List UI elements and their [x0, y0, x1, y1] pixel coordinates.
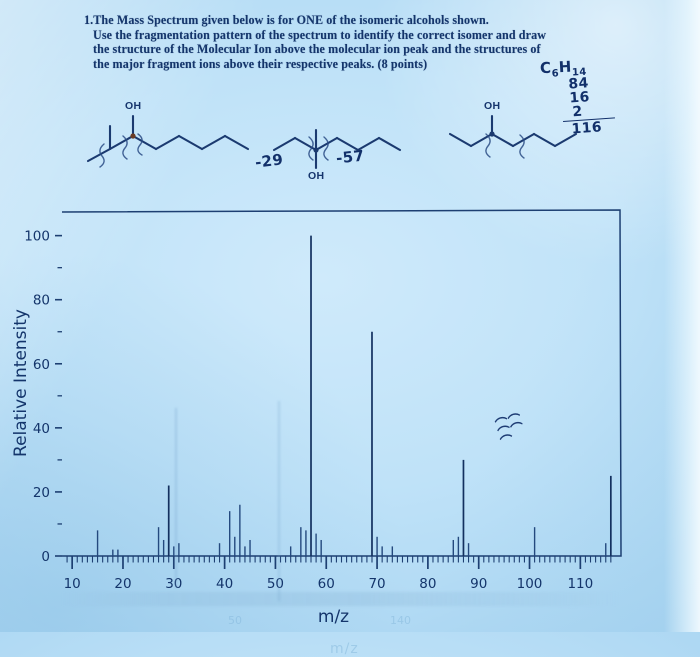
- x-tick-label: 100: [517, 576, 543, 592]
- x-tick-label: 70: [368, 576, 385, 592]
- y-tick-label: 60: [33, 357, 50, 373]
- structure-3: OH: [448, 100, 648, 170]
- y-tick-label: 0: [41, 549, 50, 565]
- x-tick-label: 80: [419, 576, 436, 592]
- ghost-text-mz: m/z: [330, 641, 359, 657]
- x-tick-label: 30: [165, 576, 182, 592]
- chart-canvas: 0 20 40 60 80 100 10 20 30 40 50 60 70 80 90 100 110 m/z R…: [11, 209, 622, 627]
- x-tick-label: 60: [318, 576, 335, 592]
- x-tick-label: 110: [567, 576, 593, 592]
- question-line-3: the structure of the Molecular Ion above…: [93, 42, 541, 57]
- y-axis-title: Relative Intensity: [11, 309, 31, 457]
- structure-2: OH: [268, 110, 458, 182]
- y-tick-label: 20: [33, 485, 50, 501]
- question-line-2: Use the fragmentation pattern of the spe…: [93, 27, 547, 42]
- x-tick-label: 90: [470, 576, 487, 592]
- x-axis-title: m/z: [318, 607, 349, 627]
- question-text-block: 1.The Mass Spectrum given below is for O…: [84, 13, 554, 71]
- x-tick-label: 10: [64, 576, 81, 592]
- y-tick-label: 80: [33, 293, 50, 309]
- structure-1: OH: [76, 100, 306, 174]
- structure-3-oh-label: OH: [484, 100, 501, 112]
- question-line-1: 1.The Mass Spectrum given below is for O…: [84, 13, 489, 27]
- structure-2-oh-label: OH: [308, 170, 325, 182]
- structure-1-oh-label: OH: [125, 100, 142, 112]
- y-tick-label: 100: [24, 229, 50, 245]
- mass-spectrum-chart: 0 20 40 60 80 100 10 20 30 40 50 60 70 80 90 100 110 m/z R…: [0, 196, 700, 657]
- question-line-4: the major fragment ions above their resp…: [93, 56, 428, 71]
- x-tick-label: 50: [267, 576, 284, 592]
- x-tick-label: 20: [114, 576, 131, 592]
- x-tick-label: 40: [216, 576, 233, 592]
- y-tick-label: 40: [33, 421, 50, 437]
